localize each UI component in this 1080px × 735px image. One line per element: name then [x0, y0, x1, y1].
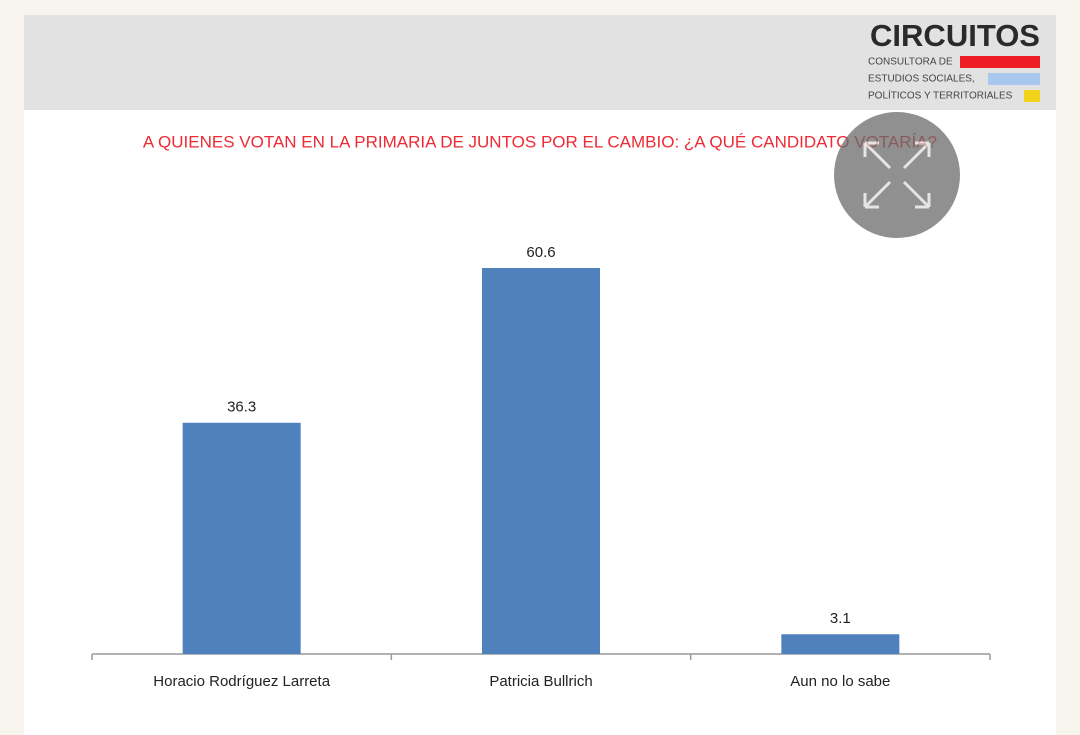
- header-band: [24, 15, 1056, 110]
- logo-line: ESTUDIOS SOCIALES,: [868, 74, 975, 85]
- bar: [781, 634, 900, 654]
- bar: [182, 422, 301, 654]
- expand-icon[interactable]: [863, 141, 931, 209]
- logo-name: CIRCUITOS: [870, 18, 1040, 53]
- chart-title: A QUIENES VOTAN EN LA PRIMARIA DE JUNTOS…: [143, 132, 937, 151]
- logo-line: POLÍTICOS Y TERRITORIALES: [868, 89, 1013, 102]
- x-tick-label: Patricia Bullrich: [489, 673, 592, 690]
- bar: [482, 267, 600, 654]
- expand-button[interactable]: [834, 112, 960, 238]
- value-label: 3.1: [830, 610, 851, 627]
- x-tick-label: Horacio Rodríguez Larreta: [153, 673, 330, 690]
- expand-circle[interactable]: [834, 112, 960, 238]
- logo-line: CONSULTORA DE: [868, 57, 953, 68]
- logo-bar-red: [960, 56, 1040, 68]
- plot: Horacio Rodríguez Larreta 36.3 Patricia Bu…: [91, 244, 991, 690]
- logo-bar-blue: [988, 73, 1040, 85]
- value-label: 60.6: [526, 244, 555, 261]
- logo-bar-yellow: [1024, 90, 1040, 102]
- value-label: 36.3: [227, 399, 256, 416]
- x-tick-label: Aun no lo sabe: [790, 673, 890, 690]
